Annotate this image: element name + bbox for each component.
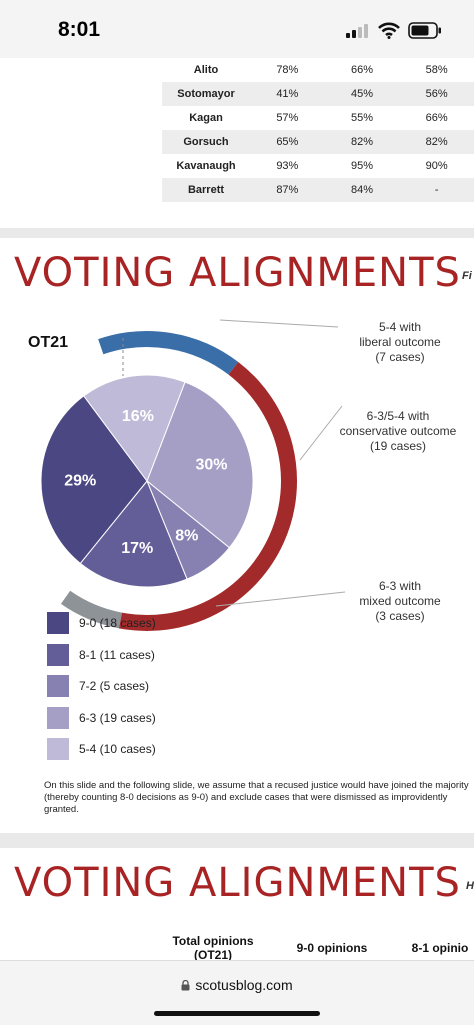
legend-item: 5-4 (10 cases) — [47, 738, 247, 762]
legend-item: 7-2 (5 cases) — [47, 675, 247, 699]
justice-name-cell: Sotomayor — [162, 82, 250, 106]
callout-mixed: 6-3 with mixed outcome (3 cases) — [330, 579, 470, 624]
table-row: Alito 78% 66% 58% — [162, 58, 474, 82]
percent-cell: 66% — [399, 106, 474, 130]
callout-liberal-line1: 5-4 with — [378, 320, 422, 334]
pie-slice-label: 29% — [64, 473, 96, 490]
pie-chart: 30% 8% 17% 29% 16% — [40, 319, 346, 631]
lock-icon — [181, 979, 190, 991]
percent-cell: 82% — [399, 130, 474, 154]
legend-label: 8-1 (11 cases) — [79, 647, 155, 662]
percent-cell: 95% — [324, 154, 400, 178]
callout-conservative-line3: (19 cases) — [369, 439, 427, 453]
callout-conservative-line2: conservative outcome — [339, 424, 457, 438]
cellular-signal-icon — [346, 24, 368, 38]
percent-cell: 84% — [324, 178, 400, 202]
browser-address-bar[interactable]: scotusblog.com — [0, 960, 474, 1025]
percent-cell: 57% — [250, 106, 325, 130]
percent-cell: 66% — [324, 58, 400, 82]
pie-slice — [40, 395, 148, 565]
pie-slice-label: 16% — [122, 408, 154, 425]
percent-cell: 82% — [324, 130, 400, 154]
legend-swatch — [47, 675, 69, 697]
percent-cell: 65% — [250, 130, 325, 154]
callout-mixed-line2: mixed outcome — [359, 594, 441, 608]
legend-item: 9-0 (18 cases) — [47, 612, 247, 636]
slide-heading-2: VOTING ALIGNMENTS — [14, 860, 461, 906]
justice-name-cell: Gorsuch — [162, 130, 250, 154]
percent-cell: 90% — [399, 154, 474, 178]
status-time: 8:01 — [58, 18, 101, 41]
legend-label: 7-2 (5 cases) — [79, 679, 150, 693]
percent-cell: 56% — [399, 82, 474, 106]
legend-swatch — [47, 706, 69, 729]
callout-mixed-line1: 6-3 with — [378, 579, 422, 593]
outcome-ring-segment — [60, 590, 123, 629]
column-header-total: Total opinions (OT21) — [172, 934, 254, 962]
table-row: Kavanaugh 93% 95% 90% — [162, 154, 474, 178]
column-header-9-0: 9-0 opinions — [296, 941, 368, 955]
column-header-8-1: 8-1 opinio — [411, 941, 469, 955]
percent-cell: 93% — [250, 154, 325, 178]
legend-item: 8-1 (11 cases) — [47, 643, 247, 668]
pie-slice — [83, 374, 186, 483]
url-display[interactable]: scotusblog.com — [0, 977, 474, 993]
legend-swatch — [47, 738, 69, 760]
callout-liberal-line3: (7 cases) — [375, 350, 425, 364]
pie-slice-label: 30% — [195, 457, 227, 474]
callout-liberal: 5-4 with liberal outcome (7 cases) — [330, 320, 470, 365]
battery-icon — [408, 22, 441, 39]
outcome-ring-segment — [118, 361, 297, 631]
pie-slice — [79, 480, 188, 588]
justice-name-cell: Alito — [162, 58, 250, 82]
slide-heading: VOTING ALIGNMENTS — [14, 250, 461, 296]
table-row: Gorsuch 65% 82% 82% — [162, 130, 474, 154]
table-row: Sotomayor 41% 45% 56% — [162, 82, 474, 106]
slide-footnote: On this slide and the following slide, w… — [44, 780, 469, 815]
status-bar: 8:01 — [0, 0, 474, 58]
percent-cell: 55% — [324, 106, 400, 130]
pie-slice-label: 17% — [121, 540, 153, 557]
percent-cell: 87% — [250, 178, 325, 202]
heading-overflow-text-2: H — [466, 880, 474, 892]
outcome-ring-segment — [98, 331, 239, 375]
wifi-icon — [378, 22, 400, 39]
callout-conservative: 6-3/5-4 with conservative outcome (19 ca… — [326, 409, 470, 454]
pie-slice-label: 8% — [175, 528, 198, 545]
legend-label: 5-4 (10 cases) — [79, 742, 156, 756]
justice-name-cell: Barrett — [162, 178, 250, 202]
legend-swatch — [47, 643, 69, 666]
heading-overflow-text: Fi — [462, 270, 472, 282]
home-indicator — [154, 1011, 320, 1016]
table-row: Barrett 87% 84% - — [162, 178, 474, 202]
slide-agreement-table: Alito 78% 66% 58% Sotomayor 41% 45% 56% Kagan 57%… — [0, 58, 474, 228]
agreement-table: Alito 78% 66% 58% Sotomayor 41% 45% 56% Kagan 57%… — [162, 58, 474, 202]
percent-cell: - — [399, 178, 474, 202]
pie-slice — [146, 381, 254, 549]
justice-name-cell: Kagan — [162, 106, 250, 130]
term-label: OT21 — [28, 334, 69, 351]
percent-cell: 58% — [399, 58, 474, 82]
legend-label: 6-3 (19 cases) — [79, 710, 156, 725]
table-row: Kagan 57% 55% 66% — [162, 106, 474, 130]
percent-cell: 41% — [250, 82, 325, 106]
percent-cell: 78% — [250, 58, 325, 82]
justice-name-cell: Kavanaugh — [162, 154, 250, 178]
legend-swatch — [47, 612, 69, 634]
percent-cell: 45% — [324, 82, 400, 106]
legend-label: 9-0 (18 cases) — [79, 616, 156, 630]
url-text: scotusblog.com — [195, 977, 293, 993]
callout-mixed-line3: (3 cases) — [375, 609, 425, 623]
callout-liberal-line2: liberal outcome — [359, 335, 441, 349]
callout-conservative-line1: 6-3/5-4 with — [366, 409, 430, 423]
slide-voting-alignments: VOTING ALIGNMENTS Fi OT21 30% 8% 17% 29% 16%… — [0, 238, 474, 833]
legend-item: 6-3 (19 cases) — [47, 706, 247, 731]
